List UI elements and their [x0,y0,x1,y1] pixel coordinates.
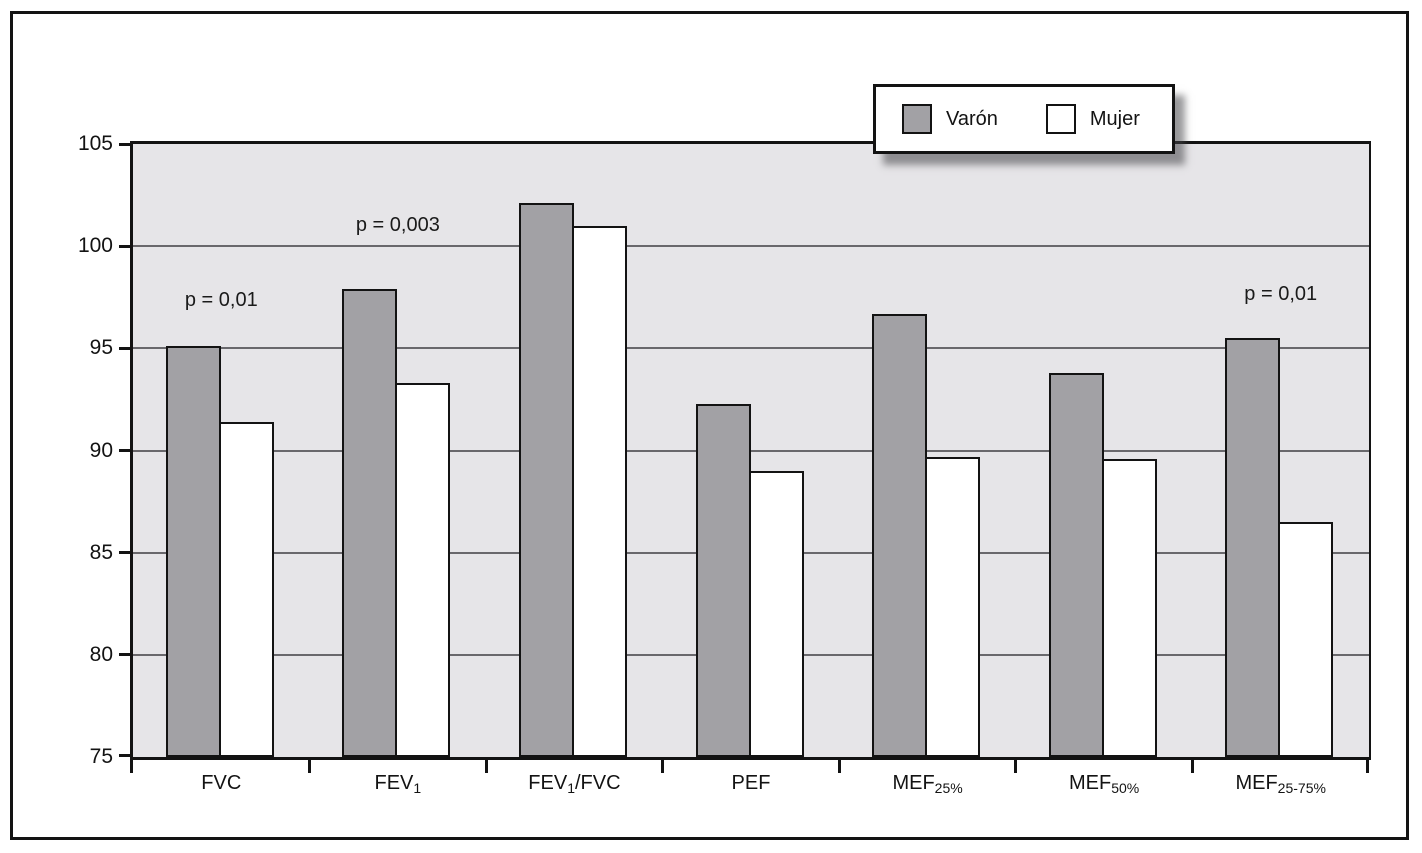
x-category-label: MEF25-75% [1235,772,1325,796]
plot-area: 105 100 95 90 85 80 75 FVC FEV1 FEV1/FVC PEF MEF25%… [78,132,1371,796]
legend: Varón Mujer [873,84,1175,154]
p-value-annotation: p = 0,003 [355,213,440,236]
x-axis-tick [1366,757,1369,773]
y-axis-tick [119,753,130,757]
y-axis-tick-label: 90 [89,438,113,462]
y-axis-tick-label: 75 [89,745,113,768]
x-axis-tick [1190,757,1194,773]
gridline [133,245,1369,248]
figure-frame: 105 100 95 90 85 80 75 FVC FEV1 FEV1/FVC PEF MEF25%… [10,11,1409,840]
y-axis-tick [119,449,130,452]
x-category-label-segment: PEF [731,772,771,794]
bar-mujer-4 [925,456,981,757]
legend-swatch-mujer [1045,104,1076,134]
y-axis-tick [119,551,130,555]
x-category-label-segment: FEV [374,772,414,794]
x-category-label-segment: 25% [934,780,963,796]
bar-mujer-0 [218,421,274,757]
bar-mujer-1 [395,383,451,757]
bar-varón-1 [342,289,398,757]
p-value-annotation: p = 0,01 [184,289,258,312]
x-category-label: FVC [201,772,241,795]
gridline [133,347,1369,350]
y-axis-tick-label: 80 [89,642,113,666]
x-category-label-segment: 1 [567,780,575,796]
bar-mujer-5 [1101,458,1157,757]
gridline [133,449,1369,452]
bar-varón-0 [165,346,221,757]
x-axis-tick [1014,757,1018,773]
legend-entry: Varón [902,104,998,134]
x-category-label: FEV1 [374,772,421,796]
y-axis-tick-label: 105 [77,132,113,155]
bar-varón-4 [872,313,928,757]
y-axis-tick [119,142,130,146]
x-axis-tick [308,757,312,773]
bar-varón-6 [1225,338,1281,757]
bar-varón-2 [518,203,574,757]
x-category-label: MEF25% [892,772,962,796]
x-axis-tick [130,757,133,773]
y-axis-tick-label: 95 [89,336,113,360]
legend-entry: Mujer [1045,104,1140,134]
x-category-label-segment: MEF [1235,772,1278,794]
y-axis-tick-label: 85 [89,540,113,564]
x-category-label-segment: MEF [892,772,935,794]
bar-varón-3 [695,403,751,757]
x-category-label-segment: /FVC [574,772,621,794]
bar-mujer-6 [1278,522,1334,757]
p-value-annotation: p = 0,01 [1244,283,1318,306]
y-axis-tick [119,244,130,248]
x-category-label-segment: 1 [413,780,422,796]
x-category-label-segment: MEF [1069,772,1112,794]
x-category-label: PEF [732,772,771,795]
x-category-label: FEV1/FVC [528,772,620,796]
y-axis-tick [119,346,130,350]
x-category-label-segment: FVC [201,772,242,794]
x-axis-tick [837,757,841,773]
bar-varón-5 [1048,372,1104,757]
y-axis-tick [119,653,130,657]
bar-mujer-2 [571,225,627,757]
x-axis-tick [484,757,488,773]
x-category-label-segment: 50% [1111,780,1140,796]
bar-mujer-3 [748,470,804,757]
legend-label: Varón [946,107,998,130]
legend-swatch-varón [902,104,932,134]
x-category-label: MEF50% [1069,772,1139,796]
x-category-label-segment: FEV [528,772,568,794]
y-axis-tick-label: 100 [77,234,113,258]
legend-label: Mujer [1089,107,1140,130]
x-category-label-segment: 25-75% [1277,780,1326,796]
x-axis-tick [661,757,665,773]
